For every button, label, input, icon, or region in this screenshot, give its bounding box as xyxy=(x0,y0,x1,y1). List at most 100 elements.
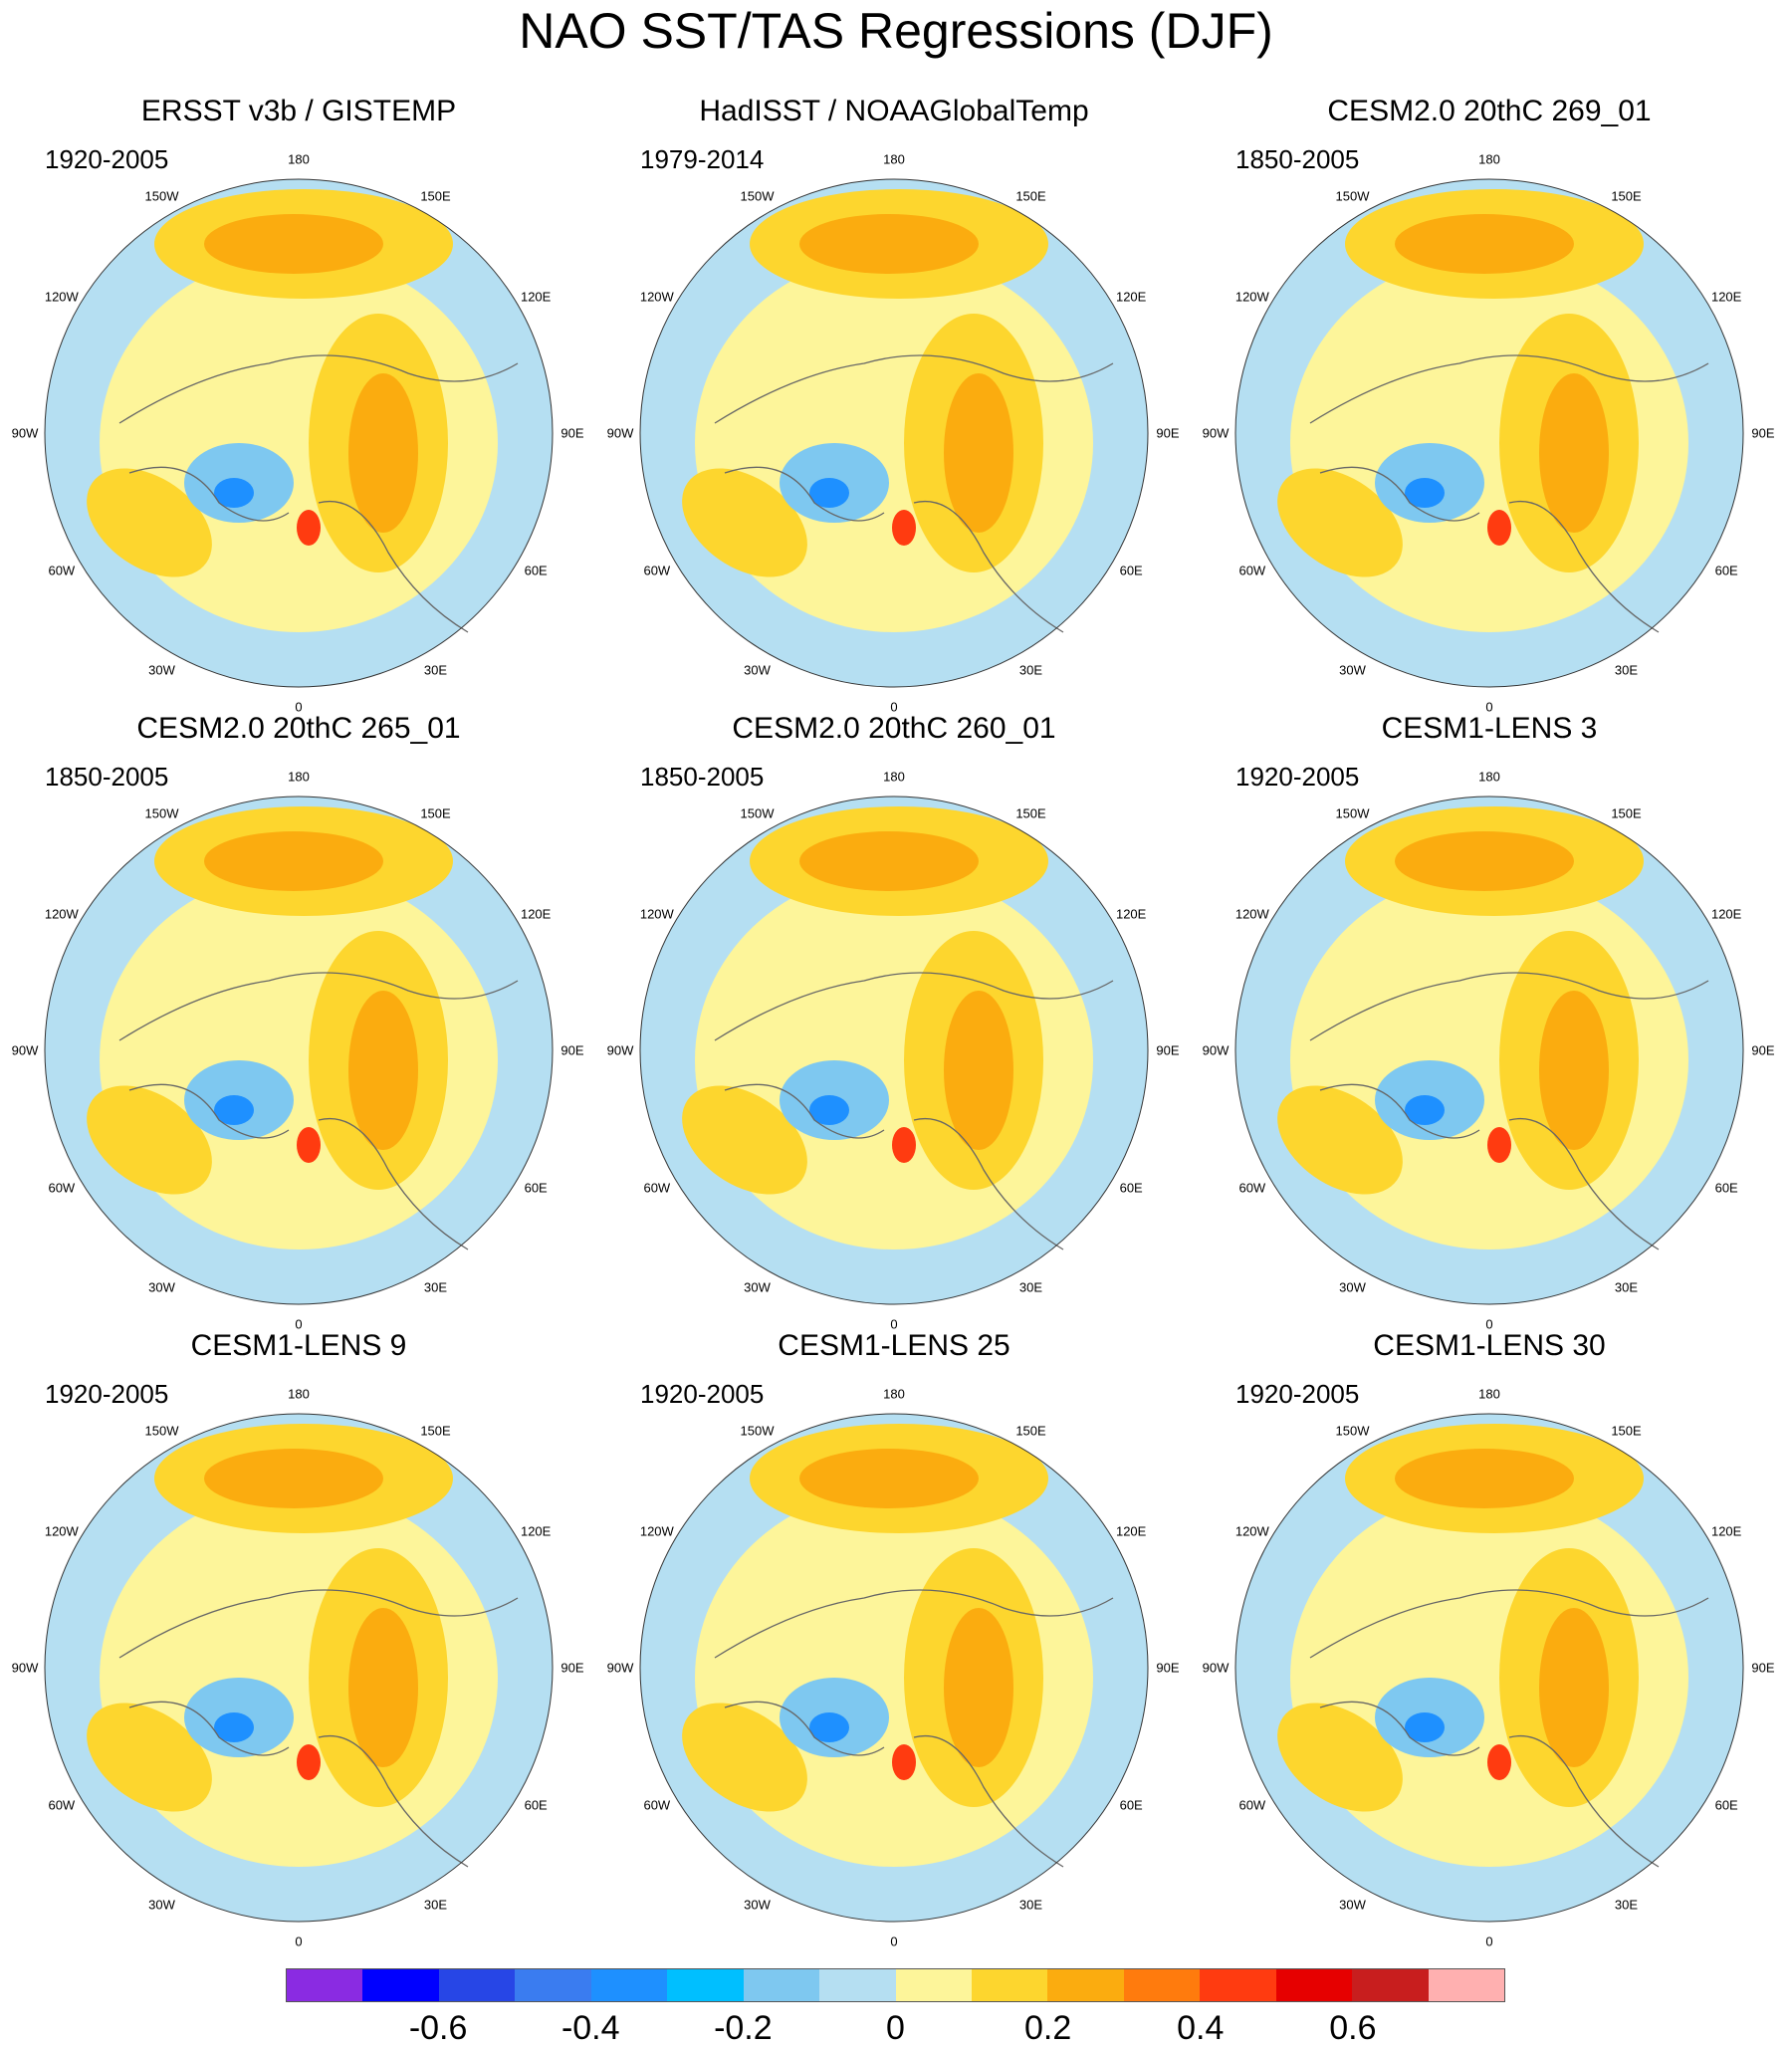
colorbar-swatch xyxy=(515,1969,591,2001)
longitude-label: 90W xyxy=(1202,425,1230,441)
coastline xyxy=(118,354,519,633)
longitude-label: 120W xyxy=(1234,1523,1269,1538)
longitude-label: 90W xyxy=(11,1042,39,1058)
coastline xyxy=(1309,354,1709,633)
map-panel: CESM1-LENS 25 1920-2005 180 150E 120E 90E 60E 3… xyxy=(595,1329,1193,1949)
coastline xyxy=(118,972,519,1251)
map-panel: CESM1-LENS 3 1920-2005 180 150E 120E 90E 60E 30… xyxy=(1191,712,1788,1332)
map-panel: CESM1-LENS 30 1920-2005 180 150E 120E 90E 60E 3… xyxy=(1191,1329,1788,1949)
colorbar-tick-label: 0.6 xyxy=(1329,2009,1377,2047)
panel-title: ERSST v3b / GISTEMP xyxy=(140,95,457,127)
coastline xyxy=(714,1589,1114,1868)
longitude-label: 90E xyxy=(1156,1042,1180,1058)
longitude-label: 90W xyxy=(11,1660,39,1676)
coastline xyxy=(118,1589,519,1868)
longitude-label: 30E xyxy=(423,662,448,678)
longitude-label: 150E xyxy=(420,1423,451,1439)
colorbar-swatch xyxy=(743,1969,820,2001)
colorbar-tick-label: 0.4 xyxy=(1177,2009,1225,2047)
longitude-label: 60E xyxy=(1714,1797,1738,1812)
longitude-label: 60E xyxy=(1714,1180,1738,1195)
longitude-label: 90E xyxy=(1751,1660,1775,1676)
longitude-label: 60W xyxy=(643,563,671,577)
colorbar-swatch xyxy=(971,1969,1048,2001)
longitude-label: 30W xyxy=(148,662,175,678)
colorbar-swatch xyxy=(590,1969,668,2001)
colorbar-tick-label: -0.6 xyxy=(408,2009,468,2047)
longitude-label: 90E xyxy=(560,1042,584,1058)
colorbar-tick-label: 0 xyxy=(886,2009,905,2047)
longitude-label: 120E xyxy=(520,289,552,304)
longitude-label: 30W xyxy=(744,1279,771,1295)
longitude-label: 0 xyxy=(295,1316,303,1332)
longitude-label: 90E xyxy=(1156,1660,1180,1676)
longitude-label: 90W xyxy=(606,1660,634,1676)
colorbar-swatch xyxy=(287,1969,363,2001)
longitude-label: 120W xyxy=(639,1523,674,1538)
longitude-label: 60W xyxy=(643,1797,671,1812)
longitude-label: 180 xyxy=(1478,1386,1500,1402)
longitude-label: 90W xyxy=(1202,1042,1230,1058)
polar-map xyxy=(1234,796,1744,1305)
longitude-label: 150W xyxy=(1335,1423,1370,1439)
longitude-label: 90E xyxy=(1156,425,1180,441)
longitude-label: 30W xyxy=(1339,1897,1366,1913)
map-panel: CESM1-LENS 9 1920-2005 180 150E 120E 90E 60E 30… xyxy=(0,1329,597,1949)
longitude-label: 60W xyxy=(1238,1797,1266,1812)
longitude-label: 120W xyxy=(44,1523,79,1538)
longitude-label: 150E xyxy=(1015,805,1046,821)
longitude-label: 120W xyxy=(44,289,79,304)
longitude-label: 180 xyxy=(288,1386,310,1402)
longitude-label: 90E xyxy=(1751,425,1775,441)
longitude-label: 30E xyxy=(1018,1897,1043,1913)
longitude-label: 60E xyxy=(1119,1797,1143,1812)
longitude-label: 150W xyxy=(144,188,179,204)
longitude-label: 0 xyxy=(295,699,303,715)
longitude-label: 180 xyxy=(288,151,310,167)
longitude-label: 30E xyxy=(423,1279,448,1295)
colorbar-tick-label: -0.4 xyxy=(560,2009,620,2047)
longitude-label: 60E xyxy=(1714,563,1738,577)
longitude-label: 60E xyxy=(1119,563,1143,577)
longitude-label: 120W xyxy=(44,906,79,921)
panel-title: CESM1-LENS 30 xyxy=(1373,1329,1606,1362)
longitude-label: 30W xyxy=(1339,662,1366,678)
panel-title: CESM1-LENS 25 xyxy=(778,1329,1010,1362)
colorbar-swatch xyxy=(819,1969,896,2001)
map-panel: ERSST v3b / GISTEMP 1920-2005 180 150E 120E 9… xyxy=(0,95,597,715)
longitude-label: 30W xyxy=(744,1897,771,1913)
longitude-label: 90W xyxy=(606,1042,634,1058)
colorbar-swatch xyxy=(1123,1969,1201,2001)
longitude-label: 120E xyxy=(1115,1523,1147,1538)
panel-title: CESM1-LENS 9 xyxy=(190,1329,407,1362)
longitude-label: 30E xyxy=(1018,1279,1043,1295)
map-panel: HadISST / NOAAGlobalTemp 1979-2014 180 150E… xyxy=(595,95,1193,715)
longitude-label: 60W xyxy=(643,1180,671,1195)
longitude-label: 0 xyxy=(890,1316,898,1332)
longitude-label: 150E xyxy=(1611,805,1642,821)
longitude-label: 120W xyxy=(639,906,674,921)
colorbar-swatch xyxy=(1200,1969,1276,2001)
longitude-label: 30E xyxy=(1614,662,1639,678)
coastline xyxy=(1309,972,1709,1251)
longitude-label: 60E xyxy=(1119,1180,1143,1195)
longitude-label: 120E xyxy=(520,1523,552,1538)
longitude-label: 0 xyxy=(890,699,898,715)
longitude-label: 90E xyxy=(560,425,584,441)
panel-title: CESM1-LENS 3 xyxy=(1381,712,1598,745)
longitude-label: 120E xyxy=(520,906,552,921)
coastline xyxy=(714,354,1114,633)
polar-map xyxy=(1234,1413,1744,1923)
longitude-label: 120E xyxy=(1115,289,1147,304)
polar-map xyxy=(639,1413,1149,1923)
period-label: 1979-2014 xyxy=(640,144,765,174)
longitude-label: 150W xyxy=(1335,188,1370,204)
period-label: 1920-2005 xyxy=(45,144,169,174)
longitude-label: 150W xyxy=(740,188,775,204)
longitude-label: 0 xyxy=(1485,1316,1493,1332)
polar-map xyxy=(1234,178,1744,688)
longitude-label: 150E xyxy=(1611,1423,1642,1439)
colorbar-swatch xyxy=(895,1969,972,2001)
colorbar-swatch xyxy=(1428,1969,1504,2001)
polar-map xyxy=(44,1413,554,1923)
